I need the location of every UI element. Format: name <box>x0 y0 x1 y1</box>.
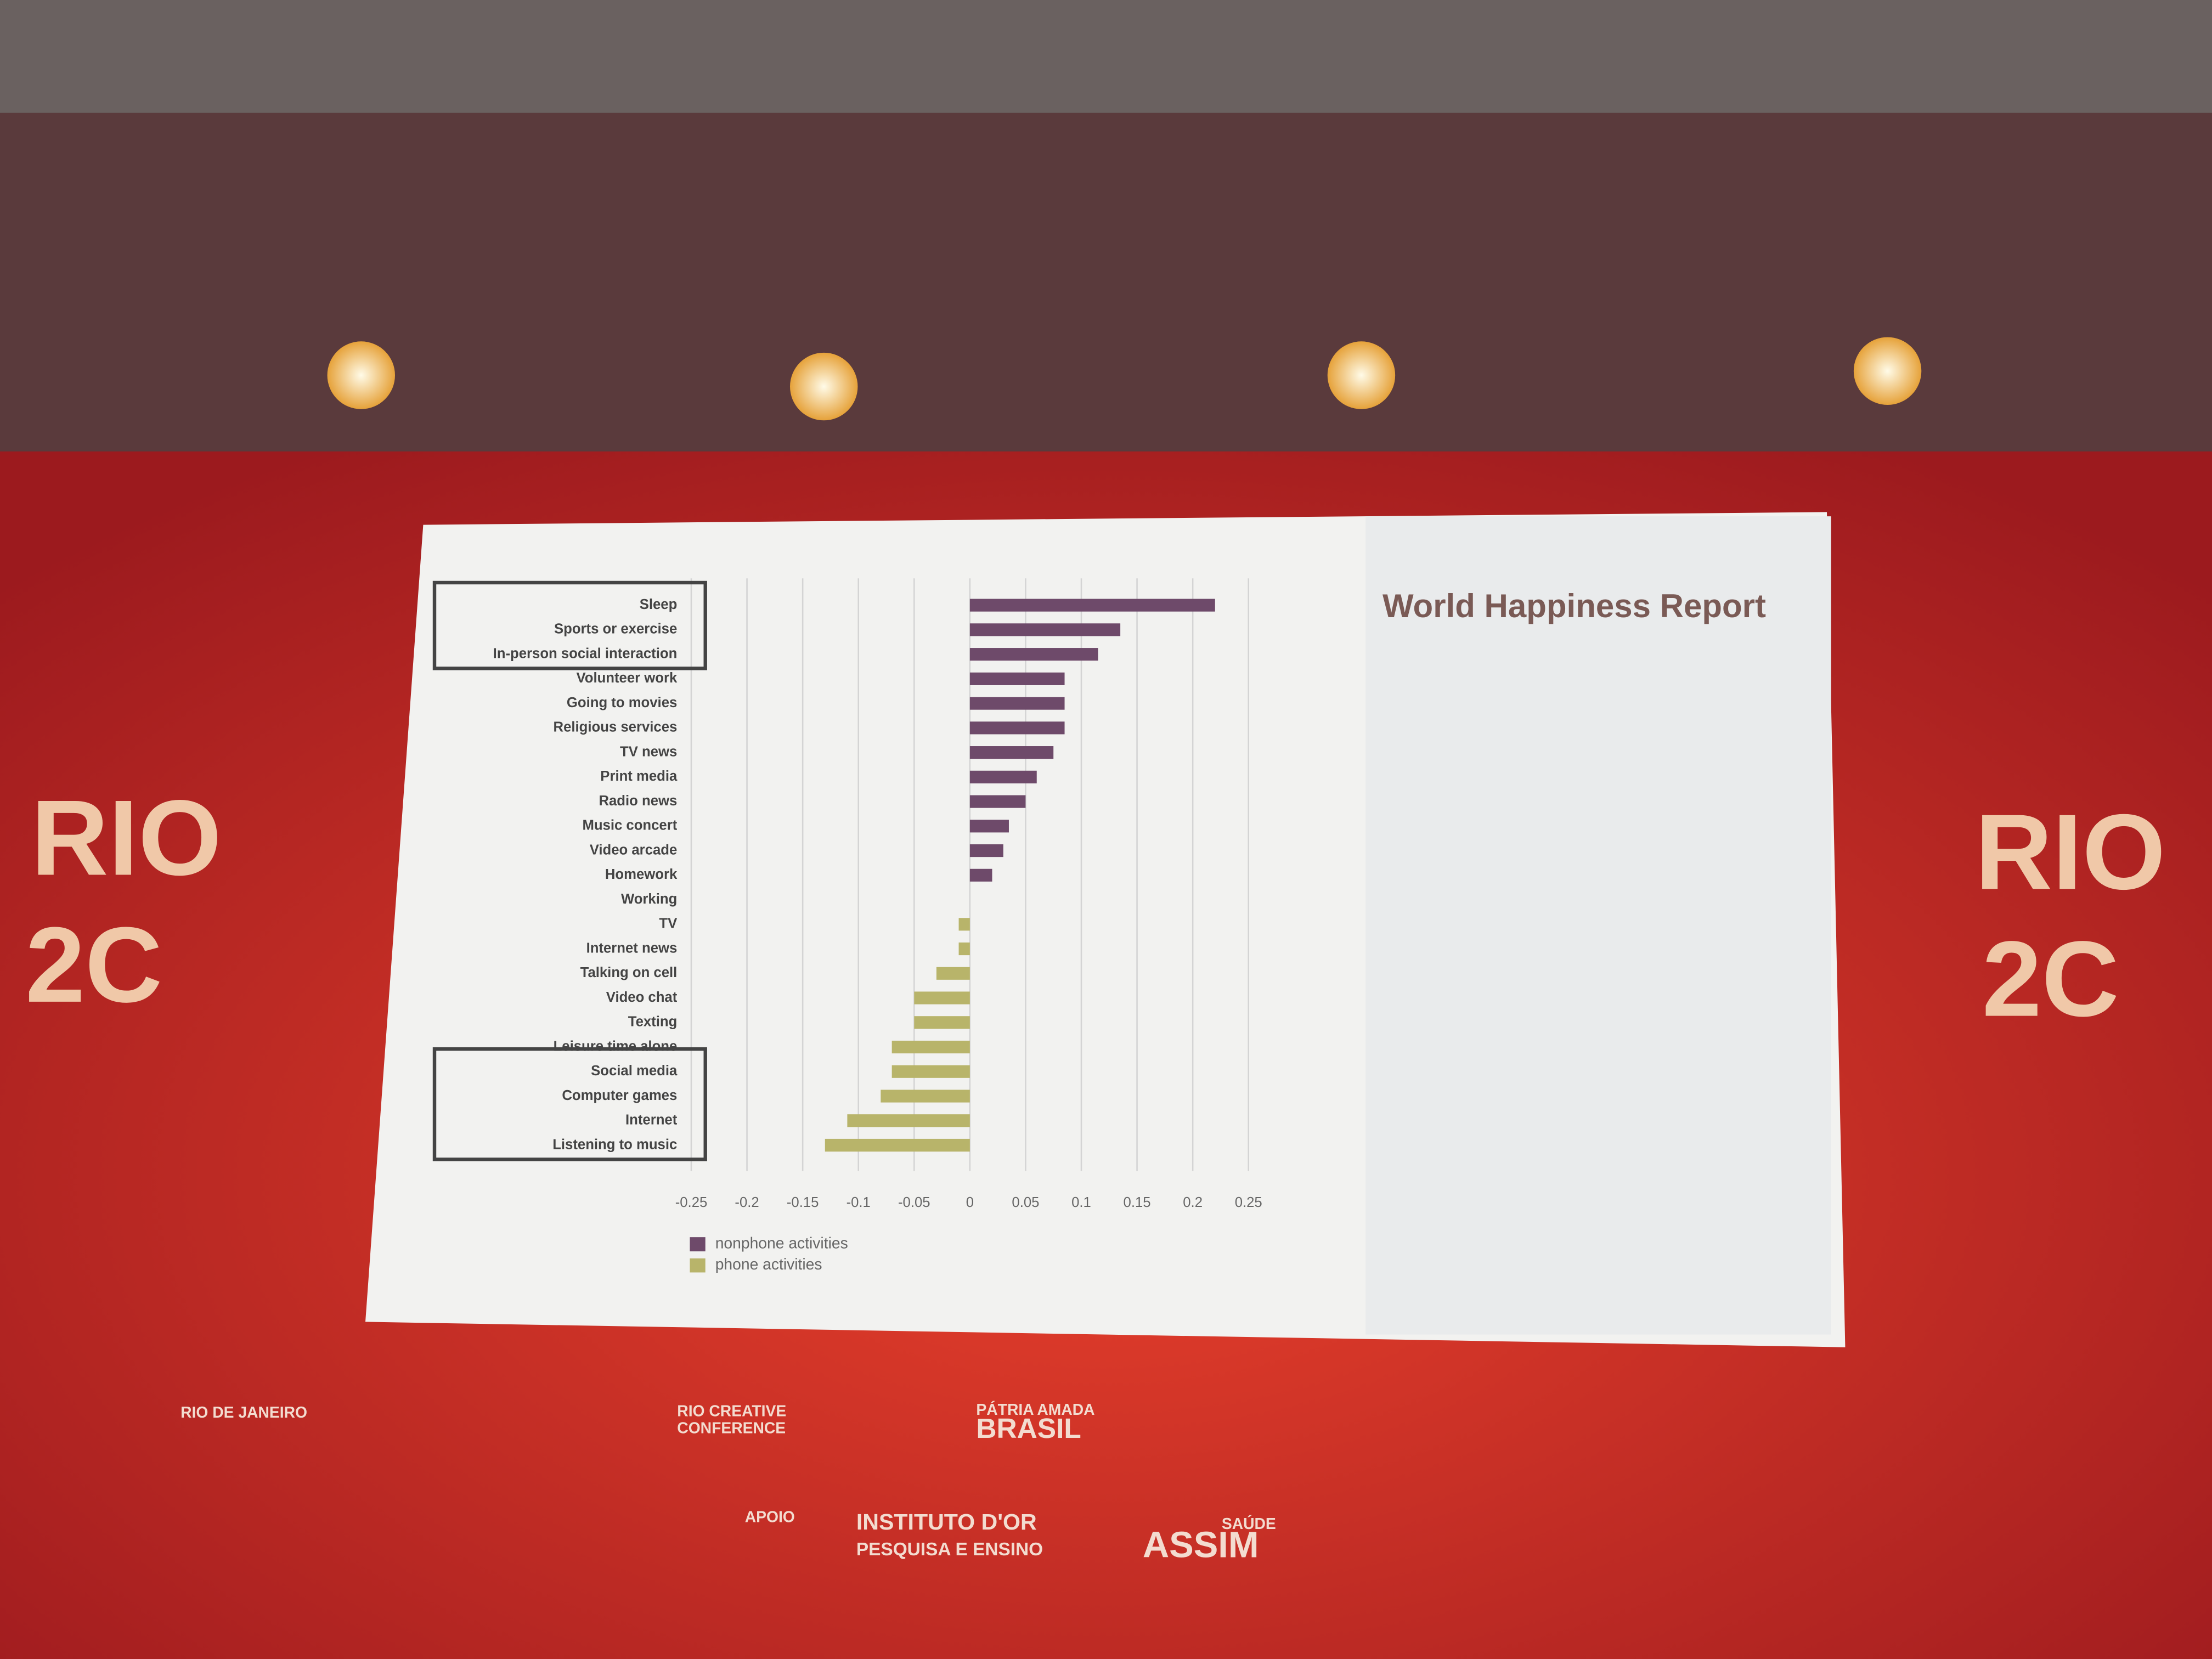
y-tick-label: Leisure time alone <box>554 1039 678 1054</box>
y-tick-label: Texting <box>628 1014 677 1030</box>
bar <box>936 967 970 980</box>
sponsor: INSTITUTO D'OR <box>856 1509 1037 1534</box>
y-tick-label: Print media <box>600 769 678 784</box>
y-tick-label: Volunteer work <box>577 670 678 686</box>
legend-label: nonphone activities <box>715 1234 848 1251</box>
sponsor: APOIO <box>745 1508 795 1525</box>
ceiling-panel <box>0 0 2212 113</box>
y-tick-label: Sports or exercise <box>554 622 677 637</box>
logo-text: RIO <box>1975 792 2165 912</box>
bar <box>914 991 970 1005</box>
x-tick-label: 0.1 <box>1071 1195 1091 1210</box>
x-tick-label: 0.2 <box>1183 1195 1203 1210</box>
y-tick-label: Sleep <box>640 597 678 612</box>
y-tick-label: Homework <box>605 867 678 882</box>
bar <box>969 770 1037 783</box>
y-tick-label: Radio news <box>599 793 677 809</box>
bar <box>969 721 1065 735</box>
bar <box>891 1040 970 1054</box>
sponsor: CONFERENCE <box>677 1419 786 1436</box>
sponsor: RIO DE JANEIRO <box>180 1403 307 1421</box>
chart: -0.25 -0.2 -0.15 -0.1 -0.05 0 0.05 0.1 0.15 0.2 0.… <box>432 578 1262 1273</box>
chart-title: World Happiness Report <box>1383 588 1766 624</box>
bar <box>958 918 970 931</box>
sponsor: PESQUISA E ENSINO <box>856 1539 1043 1560</box>
x-tick-label: -0.2 <box>735 1195 759 1210</box>
bar <box>969 746 1054 759</box>
y-tick-label: Internet news <box>586 940 678 956</box>
sponsor: SAÚDE <box>1222 1515 1276 1532</box>
logo-text: 2C <box>25 905 162 1025</box>
y-tick-label: Listening to music <box>552 1137 677 1152</box>
x-tick-label: 0.15 <box>1124 1195 1151 1210</box>
sponsor: RIO CREATIVE <box>677 1402 786 1419</box>
y-tick-label: In-person social interaction <box>493 646 678 661</box>
y-tick-label: Internet <box>625 1113 678 1128</box>
logo-text: RIO <box>31 778 222 898</box>
sponsor: BRASIL <box>976 1412 1081 1444</box>
bar <box>969 599 1215 612</box>
y-tick-label: Talking on cell <box>580 965 678 980</box>
y-tick-label: Music concert <box>582 818 677 833</box>
sponsor: ASSIM <box>1143 1525 1259 1566</box>
bar <box>881 1090 970 1103</box>
bar <box>969 623 1121 636</box>
x-tick-label: -0.15 <box>787 1195 819 1210</box>
y-tick-label: Social media <box>591 1063 678 1079</box>
bar <box>969 697 1065 710</box>
y-tick-label: Religious services <box>554 720 678 735</box>
x-tick-label: -0.1 <box>847 1195 871 1210</box>
y-tick-label: Going to movies <box>567 695 677 710</box>
bar <box>891 1065 970 1078</box>
x-tick-label: 0.25 <box>1235 1195 1262 1210</box>
x-tick-label: 0 <box>966 1195 974 1210</box>
legend-label: phone activities <box>715 1255 822 1273</box>
legend-swatch <box>690 1258 706 1273</box>
y-tick-label: Working <box>621 891 677 907</box>
bar <box>969 648 1098 661</box>
y-tick-label: Video arcade <box>590 842 678 857</box>
y-tick-label: Video chat <box>606 990 678 1005</box>
lights <box>327 337 1922 421</box>
bar <box>969 795 1026 808</box>
x-tick-label: 0.05 <box>1012 1195 1039 1210</box>
sponsor: PÁTRIA AMADA <box>976 1401 1094 1418</box>
logo-text: 2C <box>1982 919 2119 1039</box>
bar <box>969 820 1009 833</box>
highlight-box <box>432 1047 707 1161</box>
bar <box>914 1016 970 1029</box>
bar <box>958 942 970 956</box>
legend-swatch <box>690 1237 706 1251</box>
bar <box>969 844 1003 857</box>
bar <box>847 1114 970 1127</box>
slide-panel <box>1365 516 1831 1335</box>
y-tick-label: Computer games <box>562 1088 677 1103</box>
y-tick-label: TV <box>659 916 677 932</box>
y-tick-label: TV news <box>620 744 677 759</box>
bar <box>969 868 992 882</box>
x-tick-label: -0.25 <box>675 1195 708 1210</box>
bar <box>825 1138 970 1152</box>
bar <box>969 672 1065 685</box>
highlight-box <box>432 580 707 670</box>
x-tick-label: -0.05 <box>898 1195 930 1210</box>
